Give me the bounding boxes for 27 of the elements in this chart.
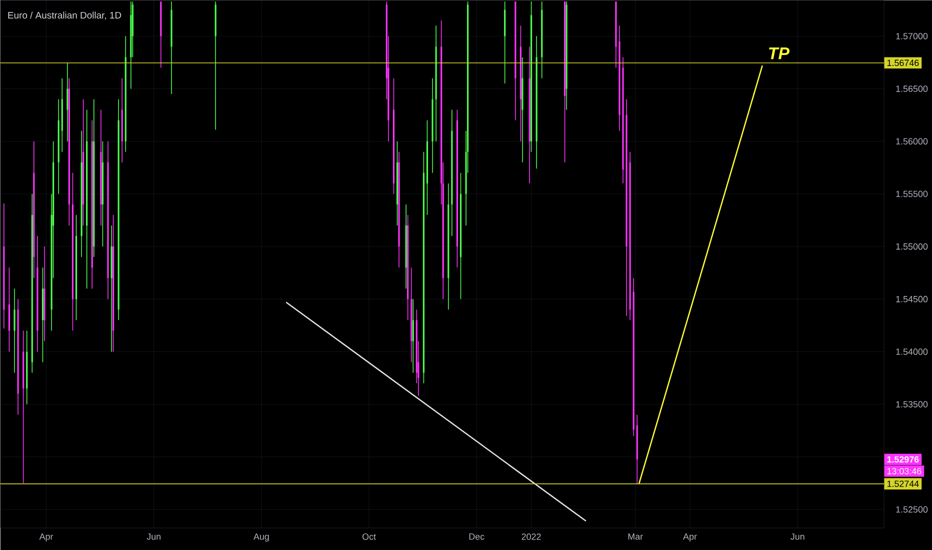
x-tick-label: Dec (469, 534, 484, 540)
annotation: 1.52976 (887, 456, 919, 463)
candlestick (66, 62, 68, 142)
annotation: TP (769, 47, 790, 60)
text: Euro / Australian Dollar, 1D (8, 12, 122, 20)
y-tick-label: 1.54000 (896, 348, 928, 355)
y-tick-label: 1.53500 (896, 401, 928, 408)
y-tick-label: 1.54500 (896, 296, 928, 302)
ref-line-label: 1.56746 (887, 60, 919, 66)
x-tick-label: Mar (628, 534, 643, 540)
x-tick-label: Apr (683, 534, 697, 542)
text: 13:03:46 (887, 468, 922, 474)
x-tick-label: Oct (362, 534, 376, 540)
y-tick-label: 1.56500 (896, 86, 928, 92)
y-tick-label: 1.52500 (896, 506, 928, 513)
candlestick (14, 288, 16, 374)
y-tick-label: 1.55000 (896, 243, 928, 250)
y-tick-label: 1.55500 (896, 190, 928, 198)
x-tick-label: Apr (39, 534, 54, 542)
candlestick (412, 298, 414, 374)
ref-line-label: 1.52744 (887, 480, 919, 487)
y-tick-label: 1.56000 (896, 138, 928, 145)
x-tick-label: 2022 (522, 534, 541, 540)
y-tick-label: 1.57000 (896, 33, 928, 40)
x-tick-label: Aug (253, 534, 269, 542)
x-tick-label: Jun (146, 534, 160, 540)
x-tick-label: Jun (790, 534, 804, 540)
